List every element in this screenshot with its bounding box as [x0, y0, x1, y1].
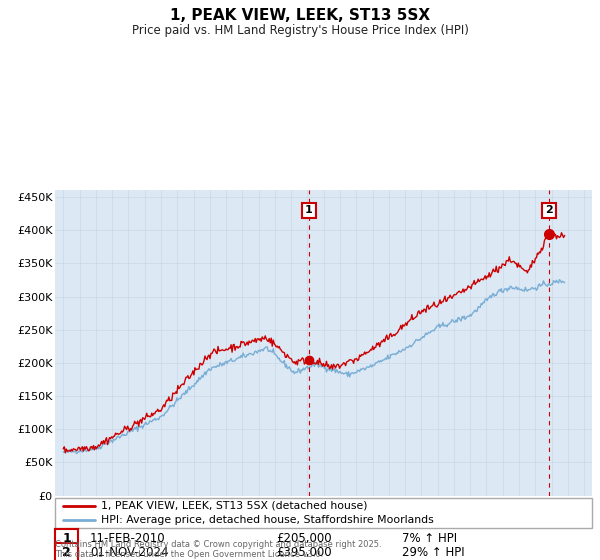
Text: 1: 1 — [305, 206, 313, 215]
Text: 29% ↑ HPI: 29% ↑ HPI — [402, 546, 464, 559]
Text: 2: 2 — [62, 546, 71, 559]
Text: 11-FEB-2010: 11-FEB-2010 — [90, 532, 166, 545]
FancyBboxPatch shape — [55, 498, 592, 528]
Text: £395,000: £395,000 — [276, 546, 332, 559]
Text: £205,000: £205,000 — [276, 532, 332, 545]
Text: 1: 1 — [62, 532, 71, 545]
Text: Price paid vs. HM Land Registry's House Price Index (HPI): Price paid vs. HM Land Registry's House … — [131, 24, 469, 36]
Text: HPI: Average price, detached house, Staffordshire Moorlands: HPI: Average price, detached house, Staf… — [101, 515, 434, 525]
Text: 2: 2 — [545, 206, 553, 215]
Text: 7% ↑ HPI: 7% ↑ HPI — [402, 532, 457, 545]
Text: 01-NOV-2024: 01-NOV-2024 — [90, 546, 169, 559]
Text: Contains HM Land Registry data © Crown copyright and database right 2025.
This d: Contains HM Land Registry data © Crown c… — [55, 540, 382, 559]
Text: 1, PEAK VIEW, LEEK, ST13 5SX: 1, PEAK VIEW, LEEK, ST13 5SX — [170, 8, 430, 24]
Text: 1, PEAK VIEW, LEEK, ST13 5SX (detached house): 1, PEAK VIEW, LEEK, ST13 5SX (detached h… — [101, 501, 367, 511]
